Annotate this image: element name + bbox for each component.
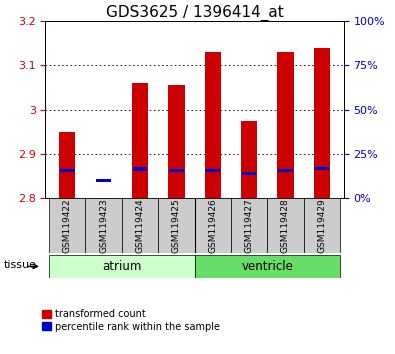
Bar — [96, 179, 111, 182]
Bar — [49, 255, 194, 278]
Text: GSM119429: GSM119429 — [317, 198, 326, 253]
Text: GSM119422: GSM119422 — [63, 198, 72, 253]
Bar — [60, 169, 75, 172]
Text: GSM119428: GSM119428 — [281, 198, 290, 253]
Bar — [133, 167, 147, 171]
Bar — [49, 198, 85, 253]
Legend: transformed count, percentile rank within the sample: transformed count, percentile rank withi… — [42, 309, 220, 332]
Bar — [304, 198, 340, 253]
Bar — [205, 52, 221, 198]
Bar — [85, 198, 122, 253]
Bar — [205, 169, 220, 172]
Text: GSM119425: GSM119425 — [172, 198, 181, 253]
Bar — [194, 255, 340, 278]
Text: GSM119426: GSM119426 — [208, 198, 217, 253]
Bar — [314, 48, 330, 198]
Bar — [132, 83, 148, 198]
Title: GDS3625 / 1396414_at: GDS3625 / 1396414_at — [106, 5, 284, 21]
Bar — [231, 198, 267, 253]
Bar — [158, 198, 195, 253]
Bar — [122, 198, 158, 253]
Text: ventricle: ventricle — [241, 260, 293, 273]
Text: tissue: tissue — [4, 259, 37, 270]
Text: GSM119423: GSM119423 — [99, 198, 108, 253]
Bar — [194, 198, 231, 253]
Bar — [241, 121, 257, 198]
Bar — [314, 167, 329, 170]
Text: atrium: atrium — [102, 260, 141, 273]
Bar — [59, 132, 75, 198]
Text: GSM119427: GSM119427 — [245, 198, 254, 253]
Bar — [168, 85, 184, 198]
Bar — [278, 169, 293, 172]
Text: GSM119424: GSM119424 — [135, 198, 145, 253]
Bar — [267, 198, 304, 253]
Bar — [169, 169, 184, 172]
Bar — [277, 52, 293, 198]
Bar — [242, 172, 256, 176]
